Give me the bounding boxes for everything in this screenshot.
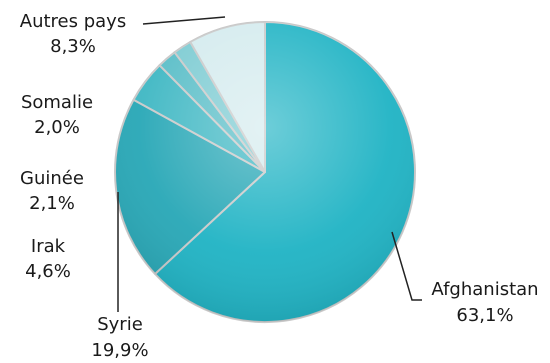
label-irak-name: Irak [31, 236, 66, 257]
label-syrie-name: Syrie [97, 314, 143, 335]
label-afghanistan-value: 63,1% [456, 305, 513, 326]
label-irak-value: 4,6% [25, 261, 71, 282]
label-somalie-value: 2,0% [34, 117, 80, 138]
label-syrie-value: 19,9% [91, 340, 148, 361]
leader-line-afghanistan [391, 231, 422, 301]
label-afghanistan-name: Afghanistan [431, 279, 538, 300]
leader-line-autres-pays [142, 16, 226, 25]
label-autres-pays-name: Autres pays [20, 11, 126, 32]
label-autres-pays-value: 8,3% [50, 36, 96, 57]
label-somalie-name: Somalie [21, 92, 93, 113]
label-guinee-value: 2,1% [29, 193, 75, 214]
label-guinee-name: Guinée [20, 168, 84, 189]
